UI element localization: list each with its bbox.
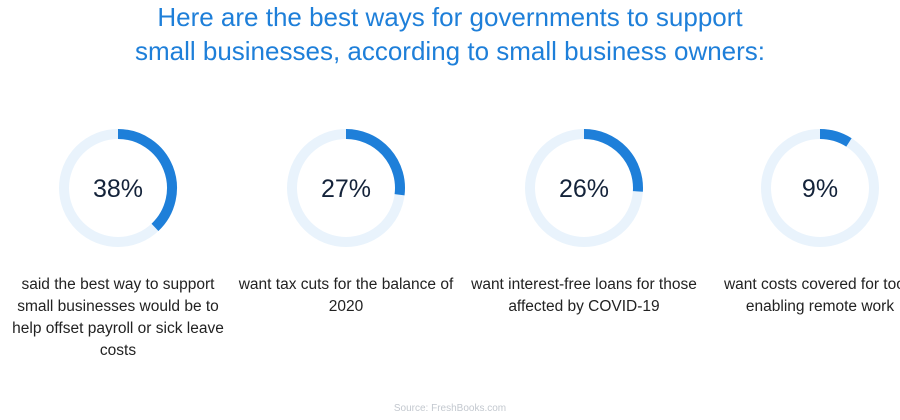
ring-arc-1 [117,129,177,232]
ring-value-2: 27% [321,175,371,203]
source-note: Source: FreshBooks.com [393,403,507,414]
chart-title: Here are the best ways for governments t… [0,0,900,68]
stat-description-2: want tax cuts for the balance of 2020 [238,276,454,315]
ring-arc-3 [583,129,643,192]
stat-description-1: said the best way to support small busin… [12,276,224,359]
stat-item-3: 26% want interest-free loans for those a… [466,126,702,318]
progress-ring-3: 26% [525,129,643,247]
ring-value-1: 38% [93,175,143,203]
stat-description-3: want interest-free loans for those affec… [471,276,697,315]
chart-title-line-1: Here are the best ways for governments t… [157,2,743,32]
ring-arc-2 [345,129,405,196]
progress-ring-1: 38% [59,129,177,247]
stat-description-4: want costs covered for tools enabling re… [723,276,900,315]
stat-item-4: 9% want costs covered for tools enabling… [702,126,900,318]
progress-ring-4: 9% [761,129,879,247]
ring-arc-4 [819,129,852,147]
stat-item-2: 27% want tax cuts for the balance of 202… [228,126,464,318]
progress-ring-2: 27% [287,129,405,247]
chart-title-line-2: small businesses, according to small bus… [134,36,766,66]
stat-item-1: 38% said the best way to support small b… [0,126,236,362]
ring-value-4: 9% [802,175,838,203]
ring-value-3: 26% [559,175,609,203]
